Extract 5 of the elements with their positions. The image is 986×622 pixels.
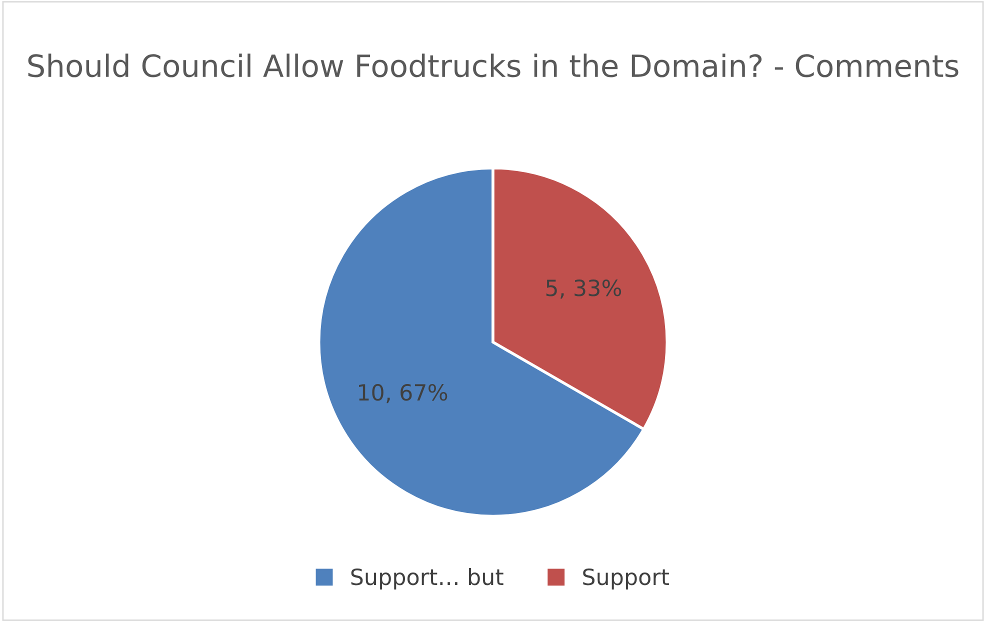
chart-title: Should Council Allow Foodtrucks in the Domain? - Comments: [28, 54, 958, 78]
legend-label: Support: [583, 568, 669, 590]
data-label: 10, 67%: [359, 384, 448, 404]
data-label: 5, 33%: [546, 279, 622, 299]
legend-label: Support… but: [351, 568, 504, 590]
